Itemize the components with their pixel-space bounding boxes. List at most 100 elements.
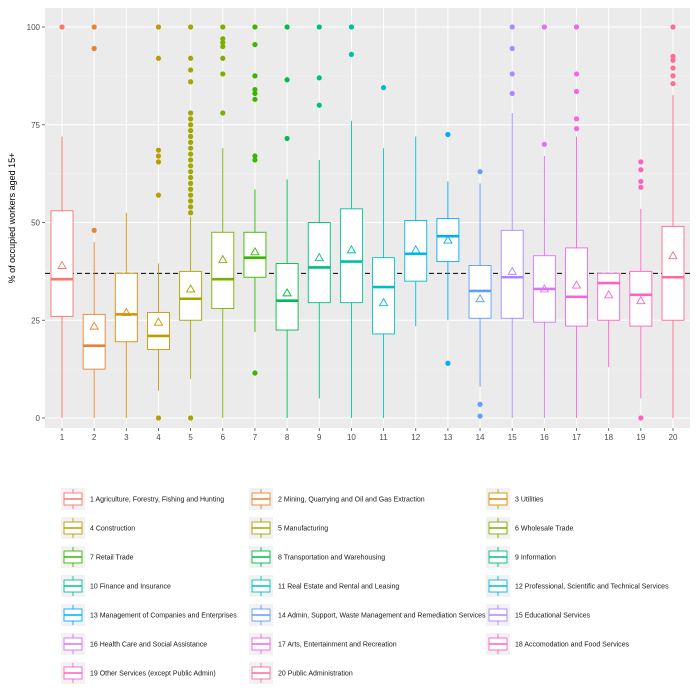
box-9 xyxy=(307,24,331,399)
mean-marker xyxy=(121,307,132,316)
outlier-point xyxy=(188,67,194,73)
mean-marker xyxy=(475,293,485,303)
box-body xyxy=(147,311,170,351)
mean-marker xyxy=(185,284,196,293)
outlier-point xyxy=(670,81,676,87)
outlier-point xyxy=(573,116,580,122)
outlier-point xyxy=(638,184,644,190)
legend-label: 17 Arts, Entertainment and Recreation xyxy=(278,642,397,649)
y-tick-label: 0 xyxy=(36,414,41,423)
legend-key-9 xyxy=(486,546,510,568)
outlier-point xyxy=(252,24,258,30)
outlier-point xyxy=(188,145,194,151)
outlier-point xyxy=(220,40,226,46)
box-body xyxy=(565,247,588,327)
outlier-point xyxy=(188,192,194,198)
outlier-point xyxy=(509,71,515,77)
outlier-point xyxy=(188,128,194,134)
x-tick-label: 4 xyxy=(156,433,161,442)
x-tick-label: 3 xyxy=(124,433,129,442)
outlier-point xyxy=(252,370,258,376)
outlier-point xyxy=(252,86,258,93)
outlier-point xyxy=(188,133,194,140)
outlier-point xyxy=(252,90,258,97)
outlier-point xyxy=(220,110,226,116)
legend-key-12 xyxy=(486,575,510,597)
mean-marker xyxy=(346,244,357,254)
outlier-point xyxy=(509,24,515,30)
outlier-point xyxy=(670,57,676,63)
outlier-point xyxy=(188,110,194,116)
mean-marker xyxy=(378,297,389,307)
legend-key-14 xyxy=(249,604,273,626)
box-body xyxy=(404,220,428,282)
outlier-point xyxy=(316,75,322,81)
mean-marker xyxy=(539,284,550,293)
legend: 1 Agriculture, Forestry, Fishing and Hun… xyxy=(45,472,690,690)
legend-label: 5 Manufacturing xyxy=(278,526,328,533)
legend-key-13 xyxy=(61,604,85,626)
box-18 xyxy=(597,272,621,368)
outlier-point xyxy=(573,24,580,30)
legend-key-2 xyxy=(249,488,273,510)
box-body xyxy=(629,270,653,327)
outlier-point xyxy=(188,198,194,204)
outlier-point xyxy=(155,153,162,159)
outlier-point xyxy=(670,65,676,71)
box-16 xyxy=(532,24,556,418)
outlier-point xyxy=(541,141,547,147)
box-8 xyxy=(275,24,299,418)
x-tick-label: 17 xyxy=(572,433,581,442)
legend-key-18 xyxy=(486,633,510,655)
outlier-point xyxy=(316,24,322,30)
legend-key-15 xyxy=(486,604,510,626)
outlier-point xyxy=(252,73,258,79)
mean-marker xyxy=(410,244,421,254)
outlier-point xyxy=(638,178,644,185)
legend-box xyxy=(45,472,690,690)
outlier-point xyxy=(188,174,194,181)
legend-key-11 xyxy=(249,575,273,597)
box-15 xyxy=(500,24,524,418)
legend-label: 10 Finance and Insurance xyxy=(90,584,171,591)
y-tick-label: 100 xyxy=(27,23,41,32)
outlier-point xyxy=(445,131,451,138)
box-body xyxy=(211,231,235,309)
legend-label: 13 Management of Companies and Enterpris… xyxy=(90,613,237,620)
box-20 xyxy=(661,24,685,418)
x-tick-label: 1 xyxy=(60,433,65,442)
outlier-point xyxy=(477,169,483,175)
box-13 xyxy=(436,131,460,366)
x-tick-label: 12 xyxy=(411,433,420,442)
legend-key-8 xyxy=(249,546,273,568)
outlier-point xyxy=(188,210,194,216)
mean-marker xyxy=(218,254,228,264)
legend-label: 8 Transportation and Warehousing xyxy=(278,555,385,562)
legend-label: 11 Real Estate and Rental and Leasing xyxy=(278,584,399,591)
x-tick-label: 11 xyxy=(379,433,388,442)
mean-marker xyxy=(89,321,99,330)
x-tick-label: 10 xyxy=(347,433,356,442)
outlier-point xyxy=(188,122,194,128)
outlier-point xyxy=(188,24,194,30)
legend-label: 6 Wholesale Trade xyxy=(515,526,573,533)
outlier-point xyxy=(220,24,226,30)
legend-key-20 xyxy=(249,662,273,684)
box-3 xyxy=(114,212,138,418)
mean-marker xyxy=(282,287,292,297)
x-tick-label: 6 xyxy=(221,433,226,442)
x-tick-label: 7 xyxy=(253,433,258,442)
y-axis: 0 25 50 75 100 xyxy=(27,23,45,423)
outlier-point xyxy=(284,77,290,83)
box-body xyxy=(372,257,396,335)
outlier-point xyxy=(155,415,162,421)
outlier-point xyxy=(638,167,644,173)
box-body xyxy=(339,208,363,304)
box-1 xyxy=(50,24,74,418)
mean-marker xyxy=(636,295,646,305)
outlier-point xyxy=(188,139,194,145)
legend-label: 18 Accomodation and Food Services xyxy=(515,642,630,649)
outlier-point xyxy=(155,192,162,198)
outlier-point xyxy=(670,73,676,79)
